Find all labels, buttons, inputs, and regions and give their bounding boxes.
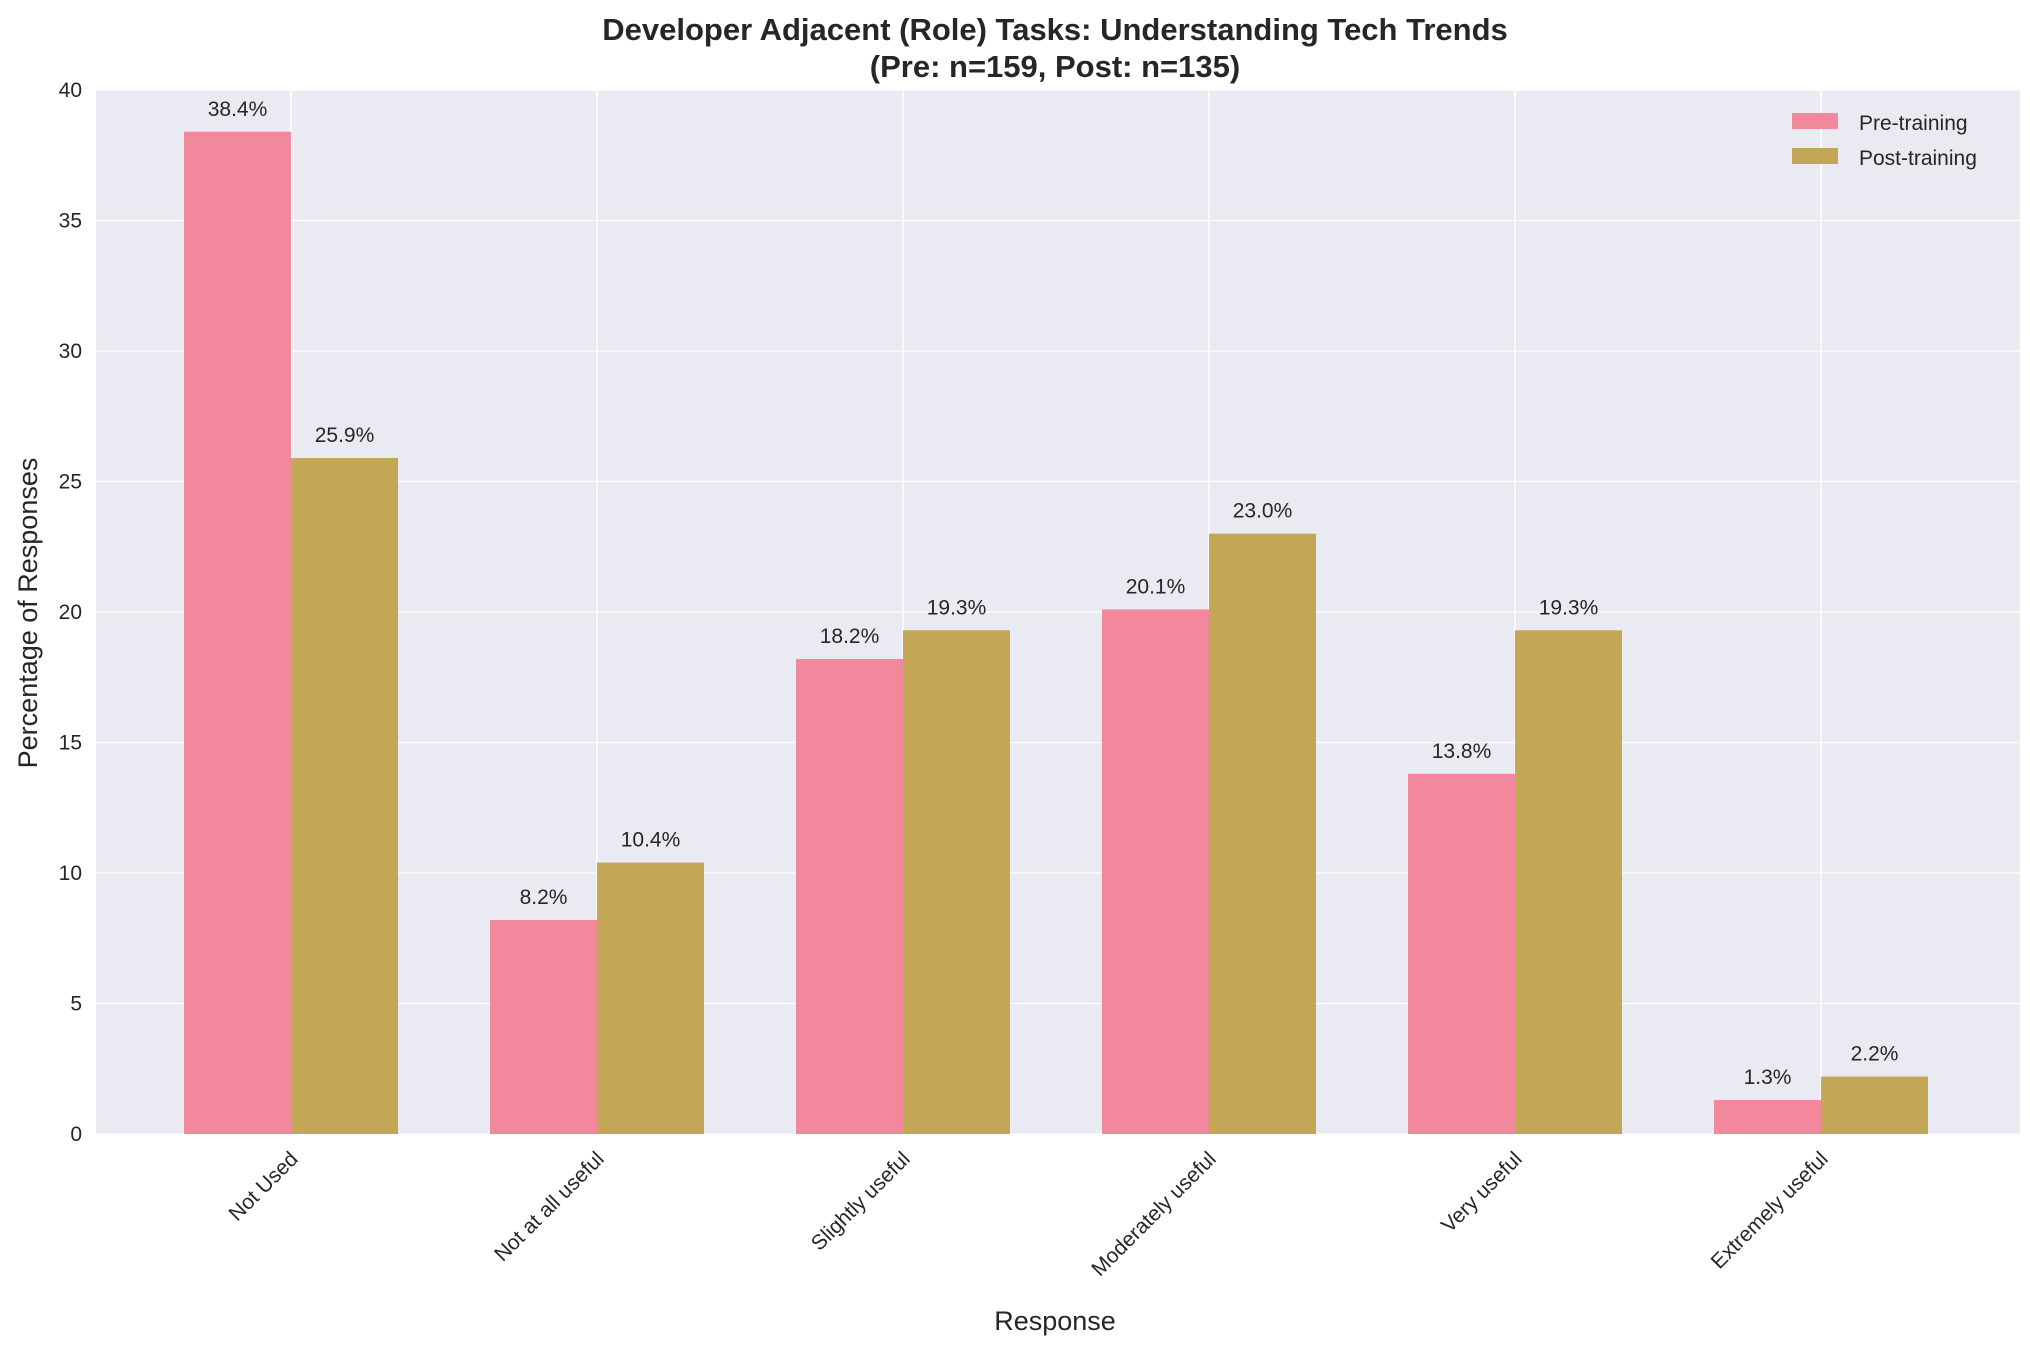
y-tick-label: 15 — [59, 732, 82, 755]
bar-pre-training — [1102, 609, 1209, 1134]
data-label-pre-training: 18.2% — [820, 625, 880, 648]
data-label-pre-training: 20.1% — [1126, 575, 1186, 598]
chart-title: Developer Adjacent (Role) Tasks: Underst… — [602, 12, 1508, 47]
legend-swatch-pre-training — [1792, 113, 1838, 129]
y-tick-label: 40 — [59, 79, 82, 102]
y-tick-label: 10 — [59, 862, 82, 885]
y-tick-label: 25 — [59, 471, 82, 494]
data-label-post-training: 10.4% — [621, 829, 681, 852]
data-labels: 38.4% 25.9% 8.2% 10.4% 18.2% 19.3% 20.1% 23.0% 1… — [208, 98, 1899, 1089]
bar-pre-training — [1408, 773, 1515, 1134]
data-label-pre-training: 1.3% — [1744, 1066, 1792, 1089]
y-tick-label: 5 — [70, 993, 82, 1016]
data-label-post-training: 23.0% — [1233, 500, 1293, 523]
data-label-pre-training: 38.4% — [208, 98, 268, 121]
y-tick-label: 0 — [70, 1123, 82, 1146]
data-label-pre-training: 13.8% — [1432, 740, 1492, 763]
bar-pre-training — [1714, 1100, 1821, 1134]
bars — [184, 131, 1928, 1134]
y-tick-label: 35 — [59, 210, 82, 233]
chart-subtitle: (Pre: n=159, Post: n=135) — [870, 49, 1240, 84]
bar-post-training — [1821, 1076, 1928, 1134]
bar-post-training — [903, 630, 1010, 1134]
data-label-post-training: 19.3% — [927, 596, 987, 619]
x-axis-label: Response — [994, 1306, 1116, 1336]
y-tick-label: 20 — [59, 601, 82, 624]
grid-lines — [96, 89, 2020, 1135]
data-label-pre-training: 8.2% — [520, 886, 568, 909]
bar-post-training — [597, 862, 704, 1134]
y-axis-ticks: 0 5 10 15 20 25 30 35 40 — [59, 79, 82, 1146]
y-axis-label: Percentage of Responses — [13, 458, 43, 769]
bar-pre-training — [796, 658, 903, 1134]
bar-post-training — [291, 458, 398, 1134]
data-label-post-training: 19.3% — [1539, 596, 1599, 619]
legend: Pre-training Post-training — [1792, 112, 1977, 170]
legend-label-post-training: Post-training — [1859, 147, 1977, 170]
legend-swatch-post-training — [1792, 148, 1838, 164]
legend-label-pre-training: Pre-training — [1859, 112, 1968, 135]
bar-pre-training — [490, 919, 597, 1134]
data-label-post-training: 25.9% — [315, 424, 375, 447]
data-label-post-training: 2.2% — [1851, 1043, 1899, 1066]
bar-post-training — [1209, 533, 1316, 1134]
bar-pre-training — [184, 131, 291, 1134]
y-tick-label: 30 — [59, 340, 82, 363]
bar-post-training — [1515, 630, 1622, 1134]
